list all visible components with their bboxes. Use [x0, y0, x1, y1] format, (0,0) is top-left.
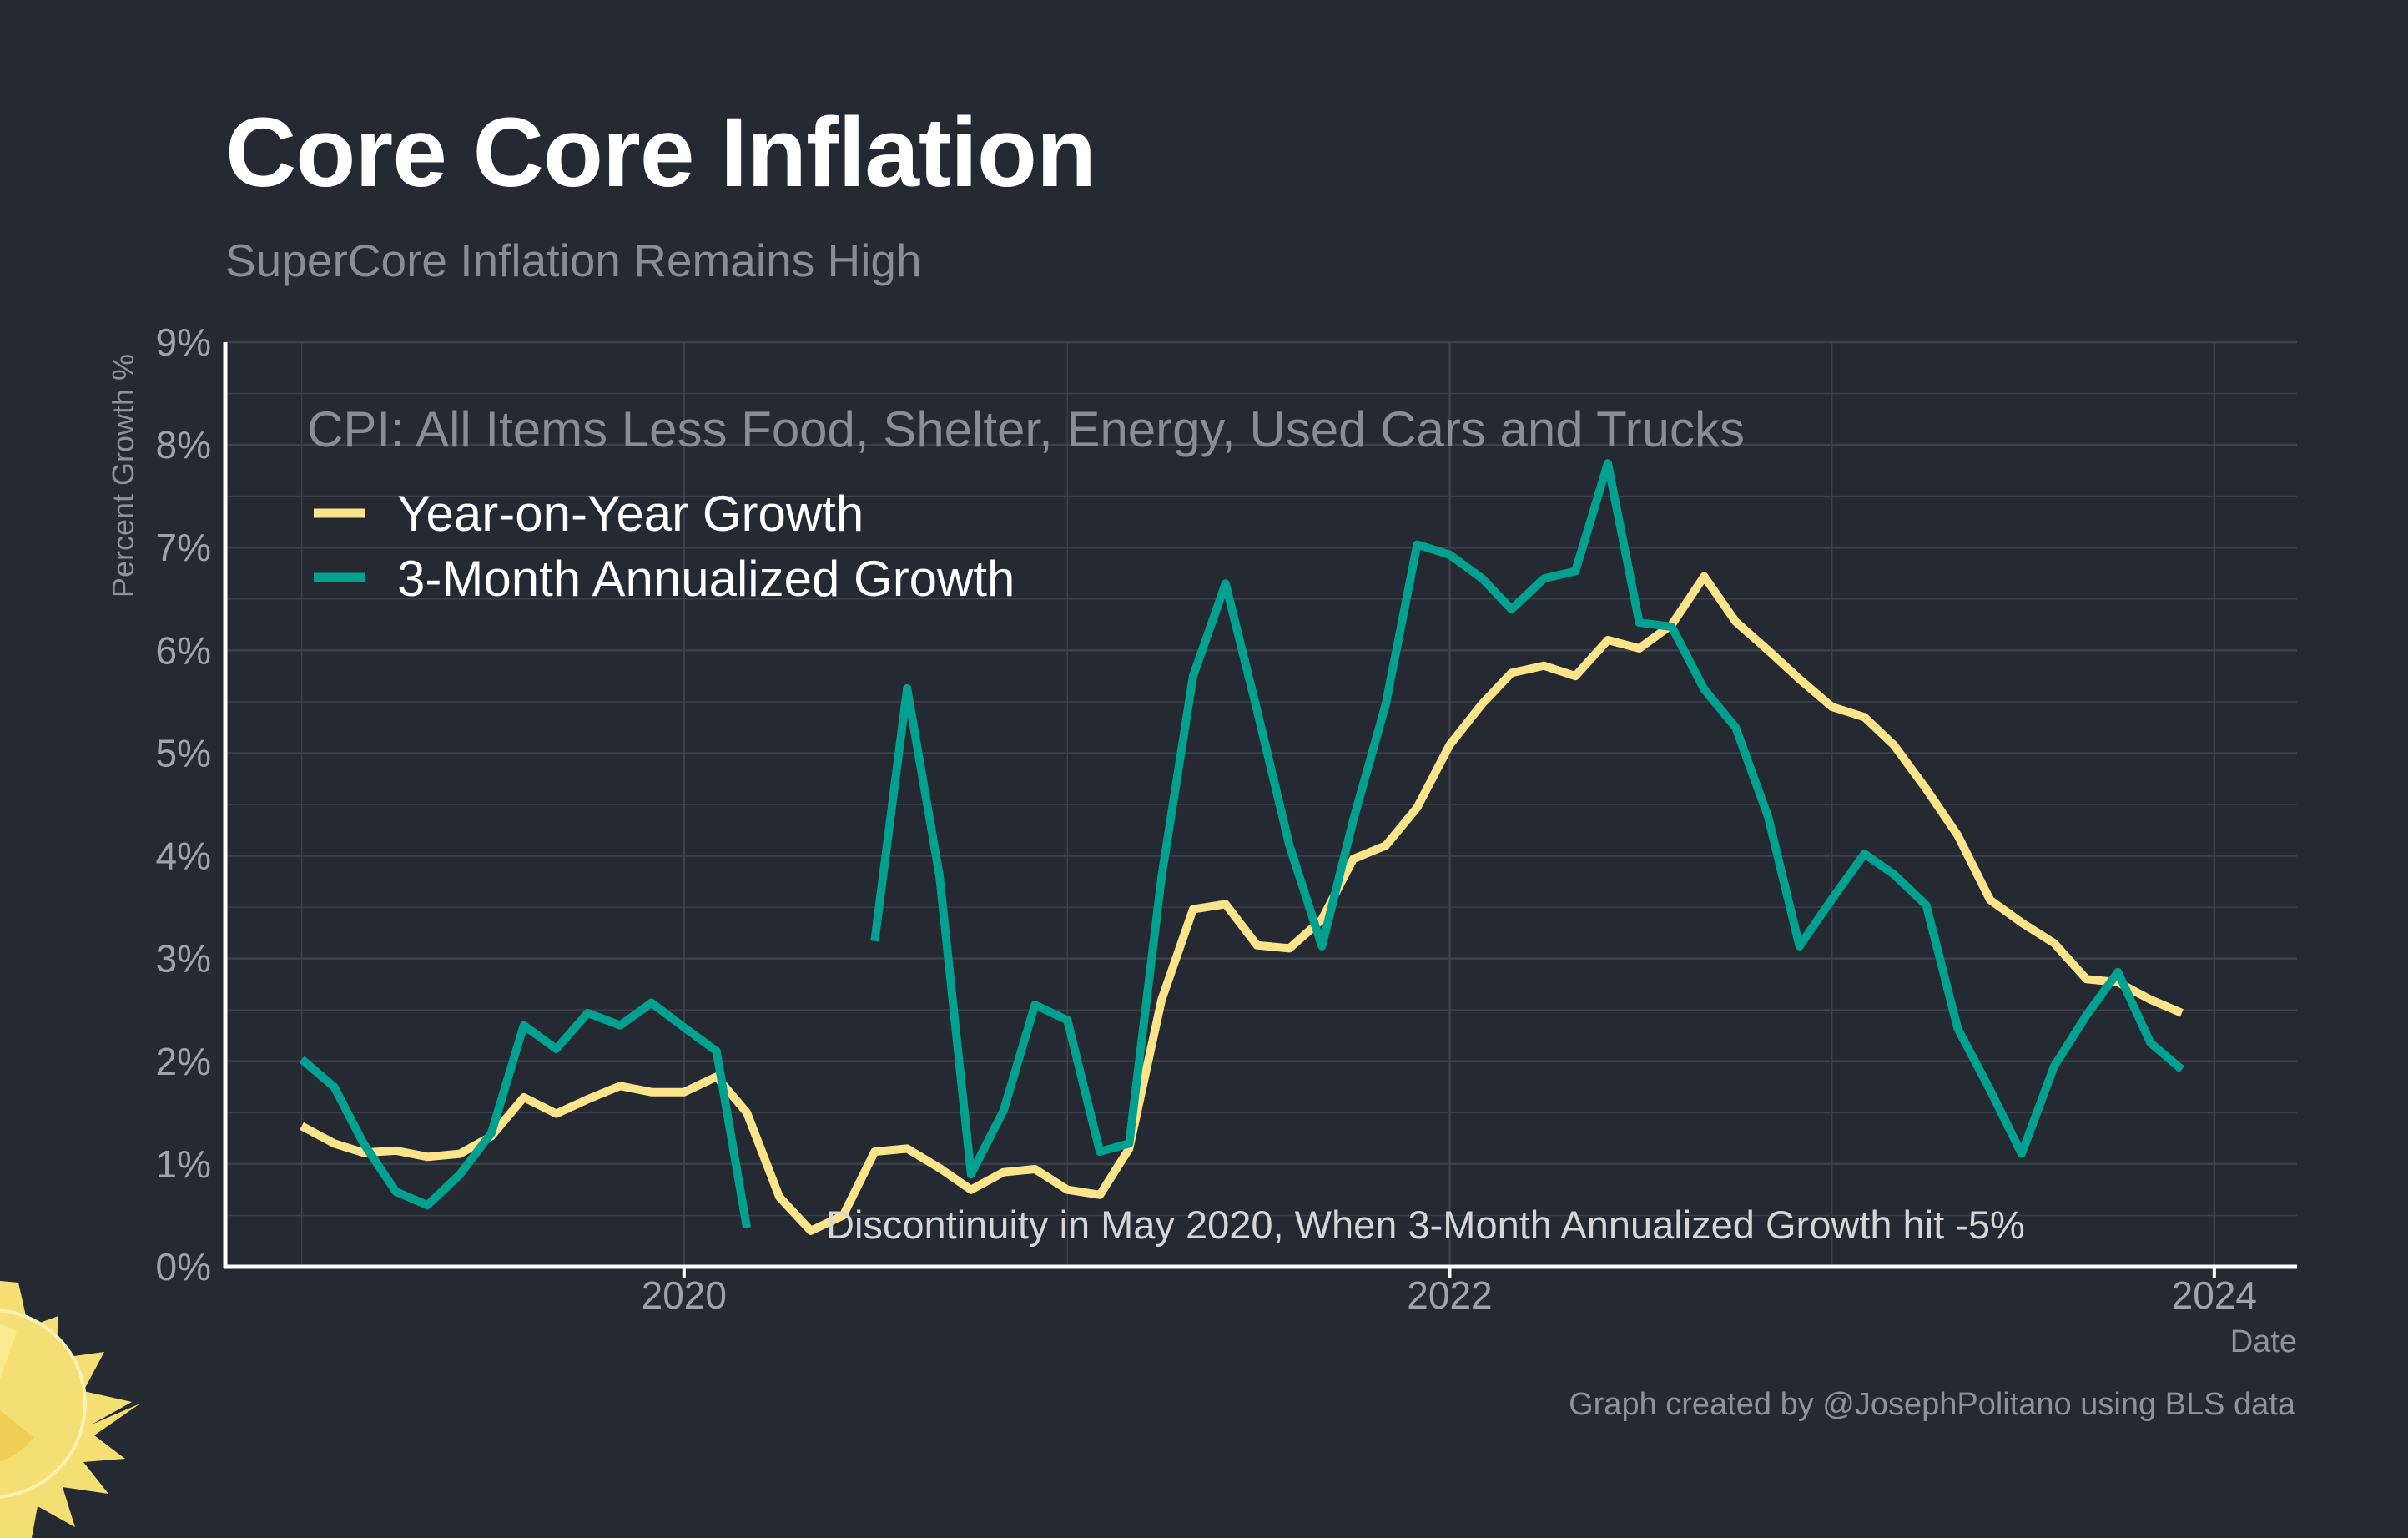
sun-shade — [0, 1410, 33, 1461]
y-tick-label: 2% — [156, 1040, 211, 1083]
x-tick-label: 2020 — [642, 1273, 727, 1317]
y-tick-label: 8% — [156, 423, 211, 466]
y-tick-label: 4% — [156, 835, 211, 878]
page-subtitle: SuperCore Inflation Remains High — [225, 234, 922, 286]
discontinuity-annotation: Discontinuity in May 2020, When 3-Month … — [826, 1203, 2025, 1247]
page-title: Core Core Inflation — [225, 98, 1096, 208]
axes — [223, 342, 2297, 1269]
legend-label-yoy: Year-on-Year Growth — [397, 486, 864, 542]
legend-label-3m: 3-Month Annualized Growth — [397, 551, 1015, 607]
credit-text: Graph created by @JosephPolitano using B… — [1569, 1387, 2295, 1422]
grid-lines — [225, 340, 2297, 1268]
y-axis-title: Percent Growth % — [106, 354, 140, 598]
series-line-3month — [299, 998, 752, 1229]
series-lines — [299, 459, 2185, 1235]
y-tick-label: 6% — [156, 628, 211, 672]
x-tick-label: 2022 — [1407, 1273, 1492, 1317]
y-tick-label: 0% — [156, 1245, 211, 1288]
x-axis-title: Date — [2230, 1324, 2297, 1359]
x-tick-label: 2024 — [2172, 1273, 2257, 1317]
y-tick-label: 1% — [156, 1142, 211, 1186]
y-tick-label: 9% — [156, 320, 211, 364]
y-tick-label: 3% — [156, 937, 211, 981]
legend-title: CPI: All Items Less Food, Shelter, Energ… — [307, 401, 1745, 457]
sun-decoration — [0, 1281, 140, 1538]
y-tick-label: 7% — [156, 526, 211, 569]
sun-highlight — [0, 1324, 17, 1379]
series-line-yoy — [300, 572, 2184, 1235]
tick-labels: 0% 1% 2% 3% 4% 5% 6% 7% 8% 9% 2020 2022 2024 — [156, 320, 2257, 1317]
y-tick-label: 5% — [156, 731, 211, 774]
series-line-3month — [870, 459, 2185, 1179]
legend: CPI: All Items Less Food, Shelter, Energ… — [307, 401, 1745, 607]
